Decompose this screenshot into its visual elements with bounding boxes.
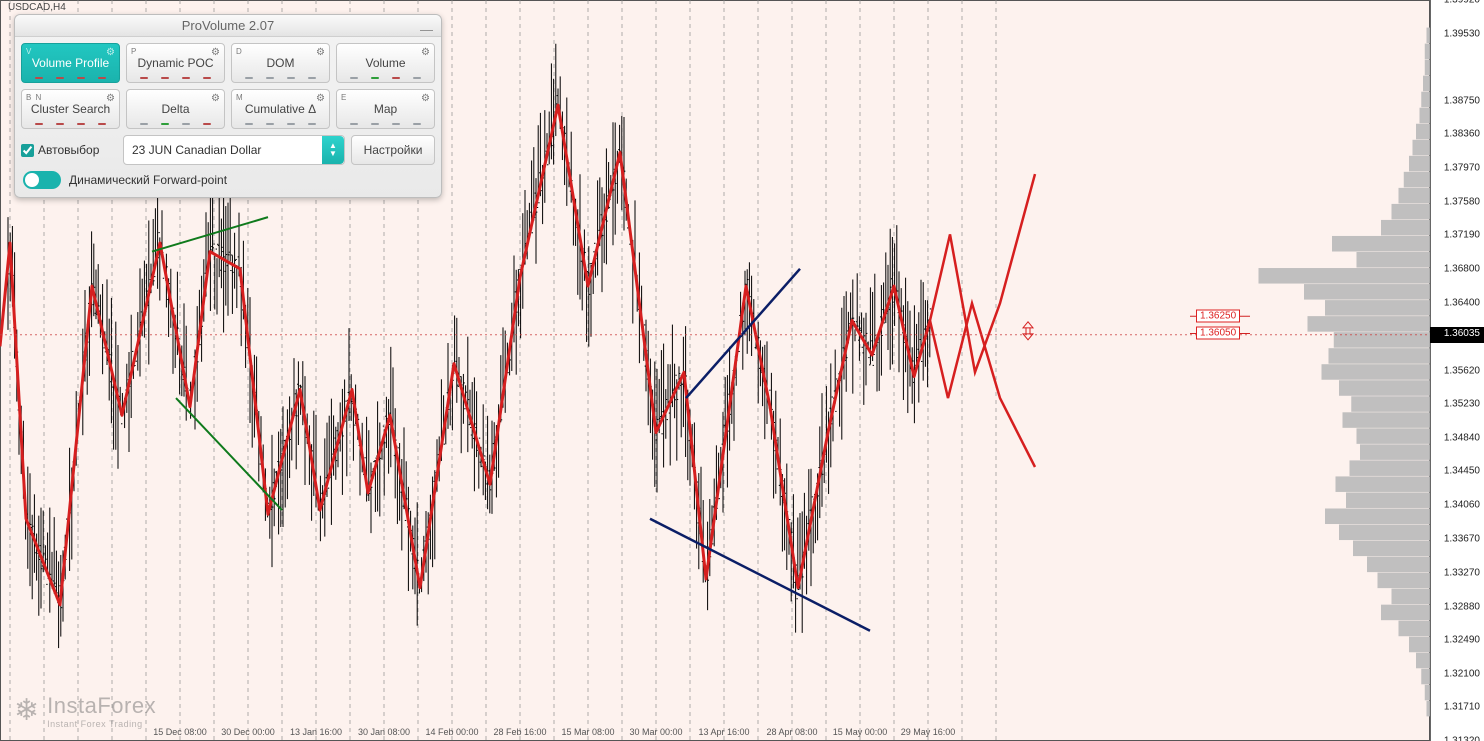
- price-level-label: 1.36050: [1196, 327, 1240, 340]
- time-axis-label: 13 Apr 16:00: [698, 727, 749, 737]
- gear-icon[interactable]: ⚙: [211, 93, 220, 104]
- button-indicator-ticks: [22, 123, 119, 125]
- current-price-badge: 1.36035: [1430, 327, 1484, 343]
- watermark-tagline: Instant Forex Trading: [47, 719, 156, 729]
- time-axis-label: 28 Apr 08:00: [766, 727, 817, 737]
- price-axis-tick: 1.38360: [1444, 129, 1480, 140]
- instaforex-logo-icon: ❄: [14, 696, 39, 726]
- price-level-label: 1.36250: [1196, 310, 1240, 323]
- price-axis-tick: 1.32100: [1444, 668, 1480, 679]
- panel-button-cluster-search[interactable]: B NCluster Search⚙: [21, 89, 120, 129]
- time-axis-label: 15 May 00:00: [833, 727, 888, 737]
- price-chart-area[interactable]: USDCAD,H4 ❄ InstaForex Instant Forex Tra…: [0, 0, 1430, 741]
- time-axis-label: 28 Feb 16:00: [493, 727, 546, 737]
- minimize-icon[interactable]: —: [420, 19, 433, 41]
- watermark: ❄ InstaForex Instant Forex Trading: [14, 693, 156, 729]
- gear-icon[interactable]: ⚙: [211, 47, 220, 58]
- auto-select-checkbox[interactable]: Автовыбор: [21, 143, 117, 157]
- settings-button[interactable]: Настройки: [351, 135, 435, 165]
- button-tag: B N: [26, 93, 42, 102]
- button-label: Delta: [161, 102, 189, 116]
- button-label: Map: [374, 102, 397, 116]
- panel-button-volume[interactable]: Volume ⚙: [336, 43, 435, 83]
- time-axis-label: 29 May 16:00: [901, 727, 956, 737]
- price-axis-tick: 1.33270: [1444, 567, 1480, 578]
- button-label: Cluster Search: [31, 102, 110, 116]
- panel-button-delta[interactable]: Delta ⚙: [126, 89, 225, 129]
- time-axis-label: 13 Jan 16:00: [290, 727, 342, 737]
- gear-icon[interactable]: ⚙: [421, 93, 430, 104]
- time-axis-label: 30 Jan 08:00: [358, 727, 410, 737]
- time-axis-label: 15 Mar 08:00: [561, 727, 614, 737]
- forward-point-label: Динамический Forward-point: [69, 173, 227, 187]
- button-indicator-ticks: [337, 77, 434, 79]
- price-axis-tick: 1.31320: [1444, 736, 1480, 741]
- button-tag: V: [26, 47, 32, 56]
- button-label: Volume: [365, 56, 405, 70]
- panel-title-bar[interactable]: ProVolume 2.07 —: [15, 15, 441, 37]
- select-spinner-icon[interactable]: ▲▼: [322, 136, 344, 164]
- time-axis-label: 14 Feb 00:00: [425, 727, 478, 737]
- price-axis-tick: 1.37580: [1444, 196, 1480, 207]
- button-indicator-ticks: [232, 123, 329, 125]
- button-tag: E: [341, 93, 347, 102]
- chart-root: USDCAD,H4 ❄ InstaForex Instant Forex Tra…: [0, 0, 1484, 741]
- panel-button-volume-profile[interactable]: VVolume Profile⚙: [21, 43, 120, 83]
- price-axis-tick: 1.32490: [1444, 635, 1480, 646]
- price-axis-tick: 1.39530: [1444, 28, 1480, 39]
- gear-icon[interactable]: ⚙: [316, 93, 325, 104]
- button-tag: M: [236, 93, 244, 102]
- button-label: DOM: [267, 56, 295, 70]
- panel-button-cumulative-[interactable]: MCumulative Δ⚙: [231, 89, 330, 129]
- auto-select-label: Автовыбор: [38, 143, 99, 157]
- button-label: Volume Profile: [32, 56, 109, 70]
- price-axis-tick: 1.32880: [1444, 601, 1480, 612]
- button-indicator-ticks: [337, 123, 434, 125]
- price-axis-tick: 1.34060: [1444, 499, 1480, 510]
- button-indicator-ticks: [127, 123, 224, 125]
- time-axis-label: 30 Mar 00:00: [629, 727, 682, 737]
- panel-button-dom[interactable]: D DOM ⚙: [231, 43, 330, 83]
- gear-icon[interactable]: ⚙: [421, 47, 430, 58]
- time-axis-label: 30 Dec 00:00: [221, 727, 275, 737]
- price-axis-tick: 1.35230: [1444, 399, 1480, 410]
- button-indicator-ticks: [232, 77, 329, 79]
- panel-button-map[interactable]: E Map ⚙: [336, 89, 435, 129]
- contract-select[interactable]: 23 JUN Canadian Dollar ▲▼: [123, 135, 345, 165]
- price-axis: 1.39920 1.39530 1.38750 1.38360 1.37970 1.375…: [1430, 0, 1484, 741]
- price-axis-tick: 1.37190: [1444, 230, 1480, 241]
- provolume-panel[interactable]: ProVolume 2.07 — VVolume Profile⚙PDynami…: [14, 14, 442, 198]
- button-label: Dynamic POC: [137, 56, 213, 70]
- watermark-brand: InstaForex: [47, 693, 156, 719]
- button-indicator-ticks: [127, 77, 224, 79]
- settings-button-label: Настройки: [364, 143, 423, 157]
- price-axis-tick: 1.39920: [1444, 0, 1480, 6]
- price-axis-tick: 1.34450: [1444, 466, 1480, 477]
- panel-title: ProVolume 2.07: [182, 18, 275, 33]
- price-axis-tick: 1.35620: [1444, 365, 1480, 376]
- price-axis-tick: 1.38750: [1444, 95, 1480, 106]
- price-axis-tick: 1.36400: [1444, 298, 1480, 309]
- contract-select-value: 23 JUN Canadian Dollar: [132, 143, 261, 157]
- forward-point-toggle[interactable]: [23, 171, 61, 189]
- gear-icon[interactable]: ⚙: [106, 47, 115, 58]
- button-tag: P: [131, 47, 137, 56]
- panel-button-dynamic-poc[interactable]: PDynamic POC⚙: [126, 43, 225, 83]
- button-indicator-ticks: [22, 77, 119, 79]
- price-axis-tick: 1.33670: [1444, 533, 1480, 544]
- price-axis-tick: 1.37970: [1444, 163, 1480, 174]
- gear-icon[interactable]: ⚙: [106, 93, 115, 104]
- price-axis-tick: 1.31710: [1444, 702, 1480, 713]
- symbol-label: USDCAD,H4: [8, 2, 66, 13]
- button-label: Cumulative Δ: [245, 102, 316, 116]
- button-tag: D: [236, 47, 243, 56]
- gear-icon[interactable]: ⚙: [316, 47, 325, 58]
- price-axis-tick: 1.34840: [1444, 432, 1480, 443]
- price-axis-tick: 1.36800: [1444, 263, 1480, 274]
- time-axis-label: 15 Dec 08:00: [153, 727, 207, 737]
